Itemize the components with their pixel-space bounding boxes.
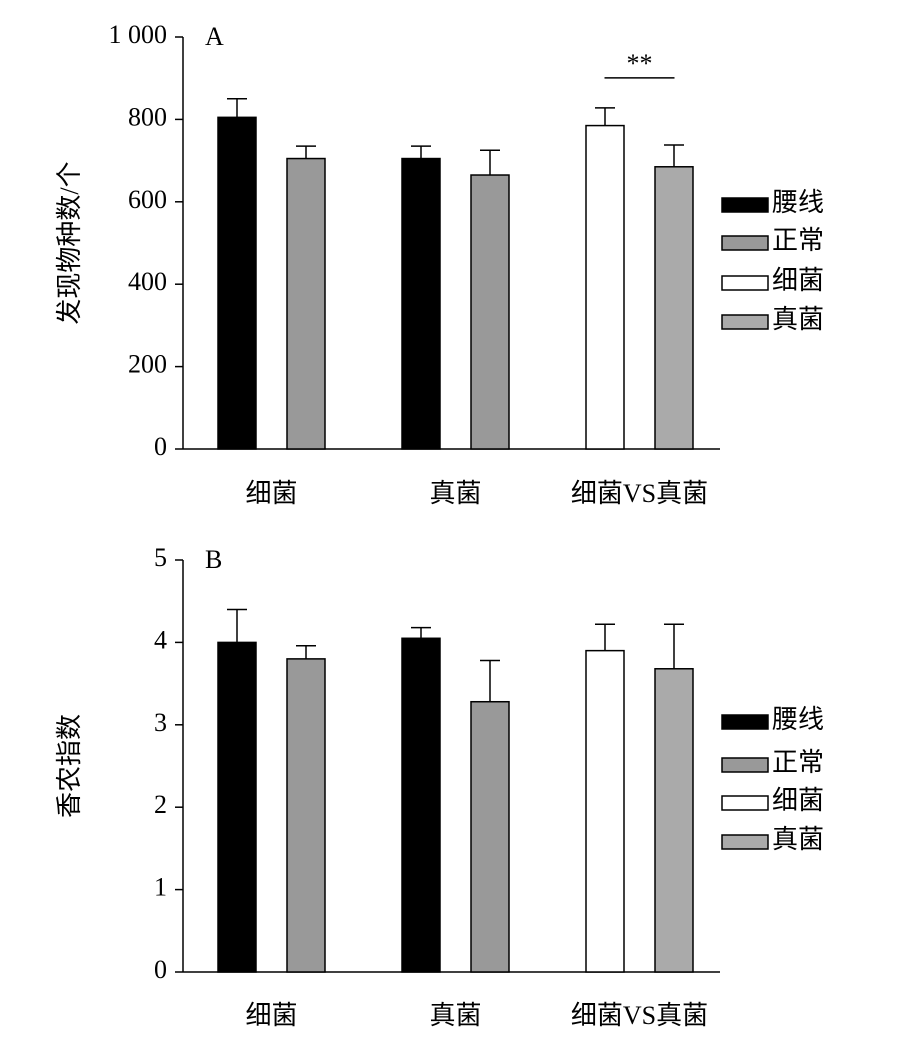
y-tick-label: 800 [128,102,167,131]
legend-label: 腰线 [772,705,824,734]
legend-swatch [721,275,769,291]
y-tick-label: 600 [128,185,167,214]
bar [401,157,441,450]
legend-swatch [721,757,769,773]
legend-swatch [721,714,769,730]
bar [401,637,441,973]
legend-label: 细菌 [772,266,824,295]
panel-label: A [205,22,224,51]
legend-swatch [721,314,769,330]
y-tick-label: 200 [128,350,167,379]
legend-label: 正常 [772,226,824,255]
y-tick-label: 1 [154,873,167,902]
bar [217,641,257,973]
panel-label: B [205,545,222,574]
legend-label: 腰线 [772,188,824,217]
x-tick-label: 细菌 [245,1001,297,1030]
y-tick-label: 0 [154,432,167,461]
y-tick-label: 0 [154,955,167,984]
legend-swatch [721,235,769,251]
y-tick-label: 5 [154,543,167,572]
bar [470,174,510,450]
y-tick-label: 1 000 [109,20,168,49]
legend-swatch [721,197,769,213]
bar [654,166,694,450]
significance-label: ** [627,49,653,78]
x-tick-label: 细菌VS真菌 [571,1001,708,1030]
x-tick-label: 细菌 [245,479,297,508]
y-tick-label: 2 [154,790,167,819]
legend-label: 正常 [772,748,824,777]
legend-label: 细菌 [772,786,824,815]
y-axis-label: 香农指数 [55,714,84,818]
y-axis-label: 发现物种数/个 [55,161,84,324]
bar [585,124,625,450]
x-tick-label: 真菌 [429,479,481,508]
y-tick-label: 400 [128,267,167,296]
legend-swatch [721,795,769,811]
x-tick-label: 真菌 [429,1001,481,1030]
bar [585,649,625,973]
legend-swatch [721,834,769,850]
bar [654,668,694,973]
bar [286,157,326,450]
x-tick-label: 细菌VS真菌 [571,479,708,508]
y-tick-label: 4 [154,625,167,654]
bar [217,116,257,450]
legend-label: 真菌 [772,825,824,854]
y-tick-label: 3 [154,708,167,737]
bar [286,658,326,973]
legend-label: 真菌 [772,305,824,334]
bar [470,700,510,973]
